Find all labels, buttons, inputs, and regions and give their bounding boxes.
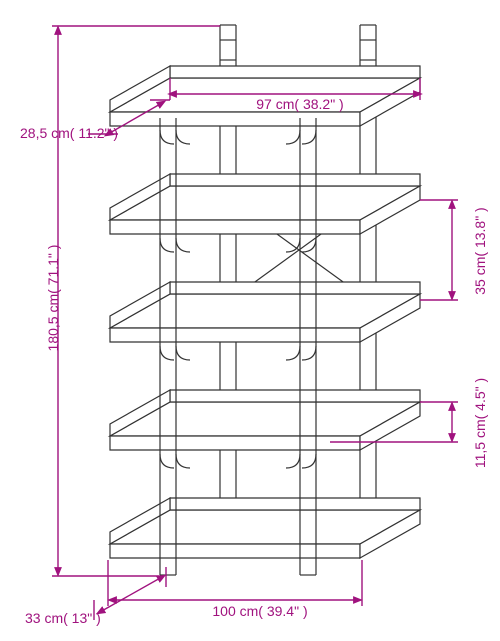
dim-total-height-label: 180,5 cm( 71.1" ) bbox=[45, 198, 61, 398]
dim-bracket-h-label: 11,5 cm( 4.5" ) bbox=[472, 338, 488, 508]
dim-tier-gap-label: 35 cm( 13.8" ) bbox=[472, 171, 488, 331]
dim-base-depth-label: 33 cm( 13" ) bbox=[25, 610, 165, 626]
dim-shelf-depth-label: 28,5 cm( 11.2" ) bbox=[20, 125, 190, 141]
dim-shelf-width-label: 97 cm( 38.2" ) bbox=[200, 96, 400, 112]
diagram-stage: 97 cm( 38.2" ) 28,5 cm( 11.2" ) 180,5 cm… bbox=[0, 0, 500, 641]
shelf-tier-2 bbox=[110, 174, 420, 234]
dim-base-depth-line bbox=[100, 577, 162, 612]
shelf-tier-3 bbox=[110, 282, 420, 342]
dim-base-width-label: 100 cm( 39.4" ) bbox=[160, 603, 360, 619]
shelf-tier-5 bbox=[110, 498, 420, 558]
shelf-tier-4 bbox=[110, 390, 420, 450]
